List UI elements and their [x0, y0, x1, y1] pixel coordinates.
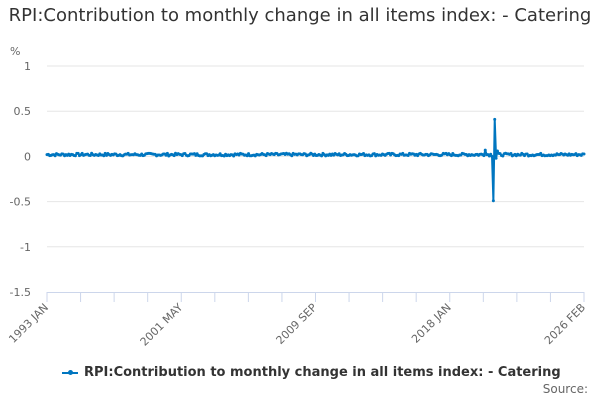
data-series-catering[interactable] — [45, 117, 586, 203]
legend-item-catering[interactable]: RPI:Contribution to monthly change in al… — [62, 365, 561, 380]
svg-text:1993 JAN: 1993 JAN — [6, 301, 51, 346]
svg-text:2009 SEP: 2009 SEP — [274, 301, 320, 347]
source-label: Source: — [542, 382, 588, 396]
svg-text:2018 JAN: 2018 JAN — [409, 301, 454, 346]
chart-title: RPI:Contribution to monthly change in al… — [8, 5, 592, 26]
y-axis-unit: % — [10, 45, 21, 58]
legend-line-marker-icon — [62, 367, 80, 379]
svg-text:-1: -1 — [20, 241, 31, 254]
svg-text:2026 FEB: 2026 FEB — [542, 301, 588, 347]
svg-text:-1.5: -1.5 — [10, 286, 31, 299]
x-axis: 1993 JAN 2001 MAY 2009 SEP 2018 JAN 2026 FEB — [6, 292, 588, 349]
svg-text:2001 MAY: 2001 MAY — [138, 301, 186, 349]
y-axis-ticks: 1 0.5 0 -0.5 -1 -1.5 — [10, 60, 31, 299]
legend-label: RPI:Contribution to monthly change in al… — [84, 365, 561, 380]
svg-text:0.5: 0.5 — [14, 105, 32, 118]
svg-text:1: 1 — [24, 60, 31, 73]
svg-text:0: 0 — [24, 150, 31, 163]
svg-text:-0.5: -0.5 — [10, 196, 31, 209]
